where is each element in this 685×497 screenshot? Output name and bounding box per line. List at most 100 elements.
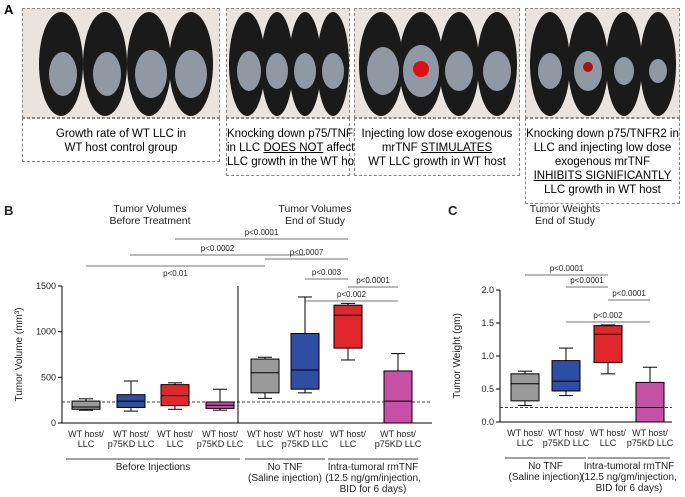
caption-line: Knocking down p75/TNFR2 bbox=[227, 127, 368, 141]
x-tick-label: WT host/ bbox=[330, 429, 366, 439]
caption-text: INHIBITS SIGNIFICANTLY bbox=[533, 170, 672, 182]
x-tick-label: WT host/ bbox=[380, 429, 416, 439]
p-value: p<0.0001 bbox=[356, 276, 390, 285]
group-label: BID for 6 days) bbox=[340, 484, 407, 495]
caption-line: mrTNF STIMULATES bbox=[355, 141, 519, 155]
header: Tumor Volumes bbox=[113, 203, 186, 215]
caption-text: DOES NOT bbox=[263, 142, 324, 154]
caption-line: Injecting low dose exogenous bbox=[355, 127, 519, 141]
x-tick-label: p75KD LLC bbox=[282, 439, 329, 449]
box bbox=[333, 304, 363, 349]
p-value: p<0.002 bbox=[337, 290, 367, 299]
x-tick-label: WT host/ bbox=[113, 429, 149, 439]
x-tick-label: WT host/ bbox=[548, 428, 584, 438]
y-tick-label: 1000 bbox=[36, 327, 56, 337]
y-axis-label: Tumor Volume (mm³) bbox=[14, 307, 25, 401]
x-tick-label: p75KD LLC bbox=[108, 439, 155, 449]
box bbox=[635, 381, 665, 423]
caption-line: Knocking down p75/TNFR2 in bbox=[526, 127, 679, 141]
box bbox=[383, 370, 413, 424]
x-tick-label: WT host/ bbox=[157, 429, 193, 439]
group-label: Before Injections bbox=[116, 462, 191, 473]
x-tick-label: p75KD LLC bbox=[375, 439, 422, 449]
p-value: p<0.0001 bbox=[245, 228, 279, 237]
y-tick-label: 0.0 bbox=[481, 417, 494, 427]
caption-text: LLC growth in WT host bbox=[544, 184, 661, 196]
caption-line: LLC growth in the WT host bbox=[227, 155, 363, 169]
group-label: (Saline injection) bbox=[509, 472, 583, 483]
caption-text: WT host control group bbox=[64, 142, 178, 154]
caption-text: in LLC bbox=[227, 142, 264, 154]
x-tick-label: p75KD LLC bbox=[627, 438, 674, 448]
group-label: (12.5 ng/gm/injection, bbox=[581, 472, 677, 483]
x-tick-label: LLC bbox=[257, 439, 274, 449]
photo bbox=[354, 8, 520, 118]
header: Tumor Volumes bbox=[278, 203, 351, 215]
caption-text: exogenous mrTNF bbox=[554, 156, 651, 168]
box bbox=[510, 373, 540, 402]
x-tick-label: p75KD LLC bbox=[197, 439, 244, 449]
caption-text: LLC growth in the WT host bbox=[227, 156, 363, 168]
header: End of Study bbox=[285, 215, 346, 227]
y-tick-label: 2.0 bbox=[481, 285, 494, 295]
photo bbox=[226, 8, 350, 118]
box bbox=[290, 332, 320, 390]
x-tick-label: WT host/ bbox=[507, 428, 543, 438]
x-tick-label: LLC bbox=[600, 438, 617, 448]
photo bbox=[22, 8, 220, 118]
x-tick-label: LLC bbox=[517, 438, 534, 448]
caption-text: affect bbox=[323, 142, 355, 154]
caption-line: WT LLC growth in WT host bbox=[355, 155, 519, 169]
caption-text: LLC and injecting low dose bbox=[533, 142, 672, 154]
caption-line: LLC growth in WT host bbox=[526, 183, 679, 197]
p-value: p<0.0001 bbox=[612, 289, 646, 298]
p-value: p<0.002 bbox=[593, 311, 623, 320]
y-tick-label: 500 bbox=[41, 372, 56, 382]
caption-text: Knocking down p75/TNFR2 bbox=[227, 128, 368, 140]
header: End of Study bbox=[535, 215, 596, 227]
group-label: No TNF bbox=[268, 462, 303, 473]
p-value: p<0.0001 bbox=[550, 264, 584, 273]
photo bbox=[525, 8, 680, 118]
box bbox=[250, 358, 280, 394]
y-tick-label: 1.5 bbox=[481, 318, 494, 328]
y-tick-label: 1500 bbox=[36, 281, 56, 291]
group-label: (12.5 ng/gm/injection, bbox=[325, 473, 421, 484]
group-label: (Saline injection) bbox=[248, 473, 322, 484]
caption-line: WT host control group bbox=[23, 141, 219, 155]
group-label: Intra-tumoral rmTNF bbox=[584, 461, 675, 472]
p-value: p<0.0002 bbox=[201, 244, 235, 253]
x-tick-label: LLC bbox=[167, 439, 184, 449]
box bbox=[71, 400, 101, 410]
x-tick-label: LLC bbox=[78, 439, 95, 449]
box bbox=[593, 325, 623, 364]
panel-letter: A bbox=[4, 2, 14, 17]
caption-text: STIMULATES bbox=[420, 142, 493, 154]
p-value: p<0.003 bbox=[312, 268, 342, 277]
y-axis-label: Tumor Weight (gm) bbox=[452, 313, 463, 399]
caption-line: exogenous mrTNF bbox=[526, 155, 679, 169]
caption-text: Injecting low dose exogenous bbox=[361, 128, 513, 140]
group-label: No TNF bbox=[528, 461, 563, 472]
panel-letter: C bbox=[448, 203, 458, 218]
panel-letter: B bbox=[4, 203, 13, 218]
caption: Knocking down p75/TNFR2 in LLC DOES NOT a… bbox=[226, 118, 368, 176]
group-label: BID for 6 days) bbox=[596, 483, 663, 494]
x-tick-label: WT host/ bbox=[590, 428, 626, 438]
caption: Growth rate of WT LLC in WT host control … bbox=[22, 118, 220, 162]
caption: Knocking down p75/TNFR2 in LLC and inject… bbox=[525, 118, 680, 204]
x-tick-label: WT host/ bbox=[68, 429, 104, 439]
y-tick-label: 1.0 bbox=[481, 351, 494, 361]
caption-text: WT LLC growth in WT host bbox=[368, 156, 506, 168]
y-tick-label: 0.5 bbox=[481, 384, 494, 394]
caption-text: Growth rate of WT LLC in bbox=[55, 128, 187, 140]
header: Tumor Weights bbox=[530, 203, 601, 215]
x-tick-label: WT host/ bbox=[287, 429, 323, 439]
caption-text: Knocking down p75/TNFR2 in bbox=[526, 128, 679, 140]
caption-text: mrTNF bbox=[381, 142, 421, 154]
box bbox=[551, 360, 581, 392]
caption-line: Growth rate of WT LLC in bbox=[23, 127, 219, 141]
caption: Injecting low dose exogenous mrTNF STIMUL… bbox=[354, 118, 520, 176]
